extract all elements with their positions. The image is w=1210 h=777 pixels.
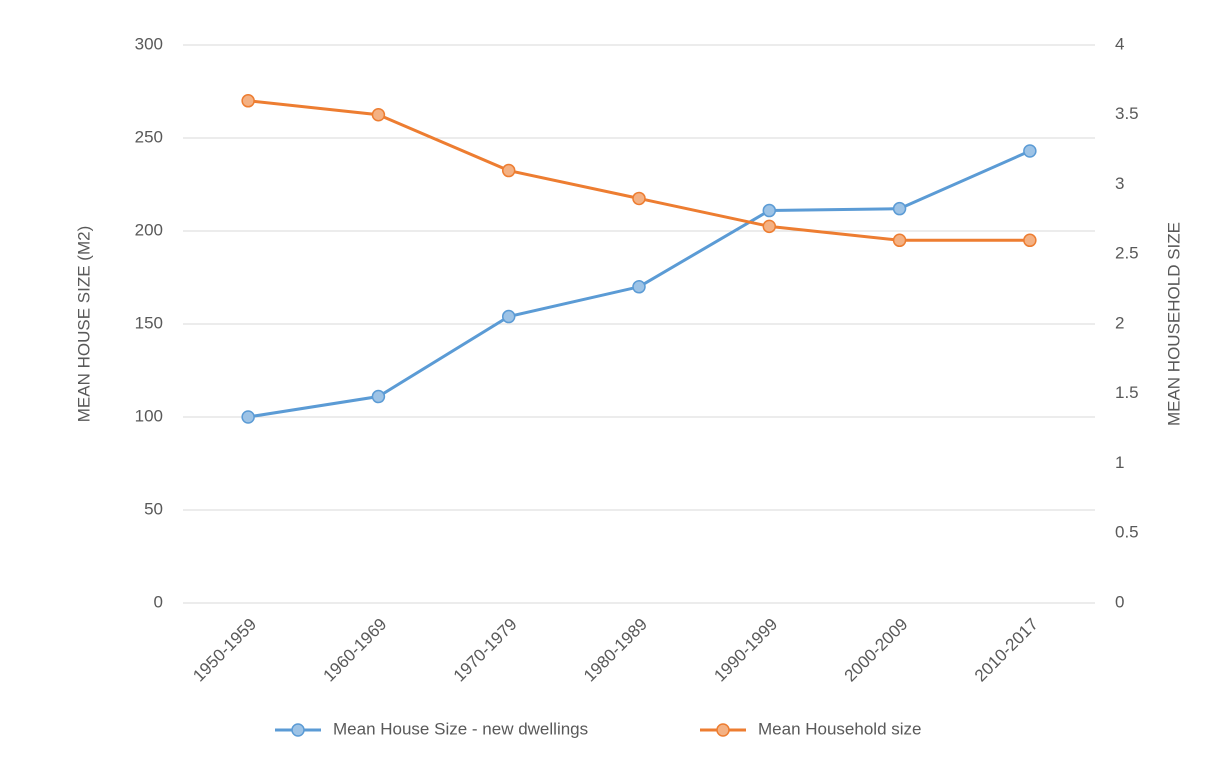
y-tick-label: 200 xyxy=(135,220,163,239)
data-point xyxy=(501,163,516,178)
legend-label: Mean House Size - new dwellings xyxy=(333,719,588,738)
y2-tick-label: 1 xyxy=(1115,453,1124,472)
y-tick-label: 250 xyxy=(135,127,163,146)
y-tick-label: 100 xyxy=(135,406,163,425)
legend-marker xyxy=(291,723,305,737)
data-point xyxy=(632,280,646,294)
y-tick-label: 300 xyxy=(135,34,163,53)
legend-label: Mean Household size xyxy=(758,719,921,738)
data-point xyxy=(371,389,386,404)
legend-marker xyxy=(716,723,730,737)
data-point xyxy=(241,410,255,424)
y2-tick-label: 2.5 xyxy=(1115,244,1139,263)
y-axis-title: MEAN HOUSE SIZE (M2) xyxy=(74,226,93,422)
data-point xyxy=(632,191,646,206)
data-point xyxy=(1023,233,1037,248)
y2-tick-label: 0 xyxy=(1115,592,1124,611)
data-point xyxy=(241,94,255,108)
data-point xyxy=(892,233,907,248)
data-point xyxy=(371,108,386,122)
data-point xyxy=(762,219,777,234)
y2-tick-label: 3 xyxy=(1115,174,1124,193)
y2-tick-label: 0.5 xyxy=(1115,523,1139,542)
y2-tick-label: 2 xyxy=(1115,313,1124,332)
data-point xyxy=(762,203,777,218)
y2-tick-label: 1.5 xyxy=(1115,383,1139,402)
y-tick-label: 50 xyxy=(144,499,163,518)
y2-tick-label: 4 xyxy=(1115,34,1124,53)
y-tick-label: 150 xyxy=(135,313,163,332)
data-point xyxy=(501,309,516,324)
y2-axis-title: MEAN HOUSEHOLD SIZE xyxy=(1164,222,1183,426)
data-point xyxy=(892,201,907,216)
y2-tick-label: 3.5 xyxy=(1115,104,1139,123)
y-tick-label: 0 xyxy=(154,592,163,611)
data-point xyxy=(1023,144,1037,158)
